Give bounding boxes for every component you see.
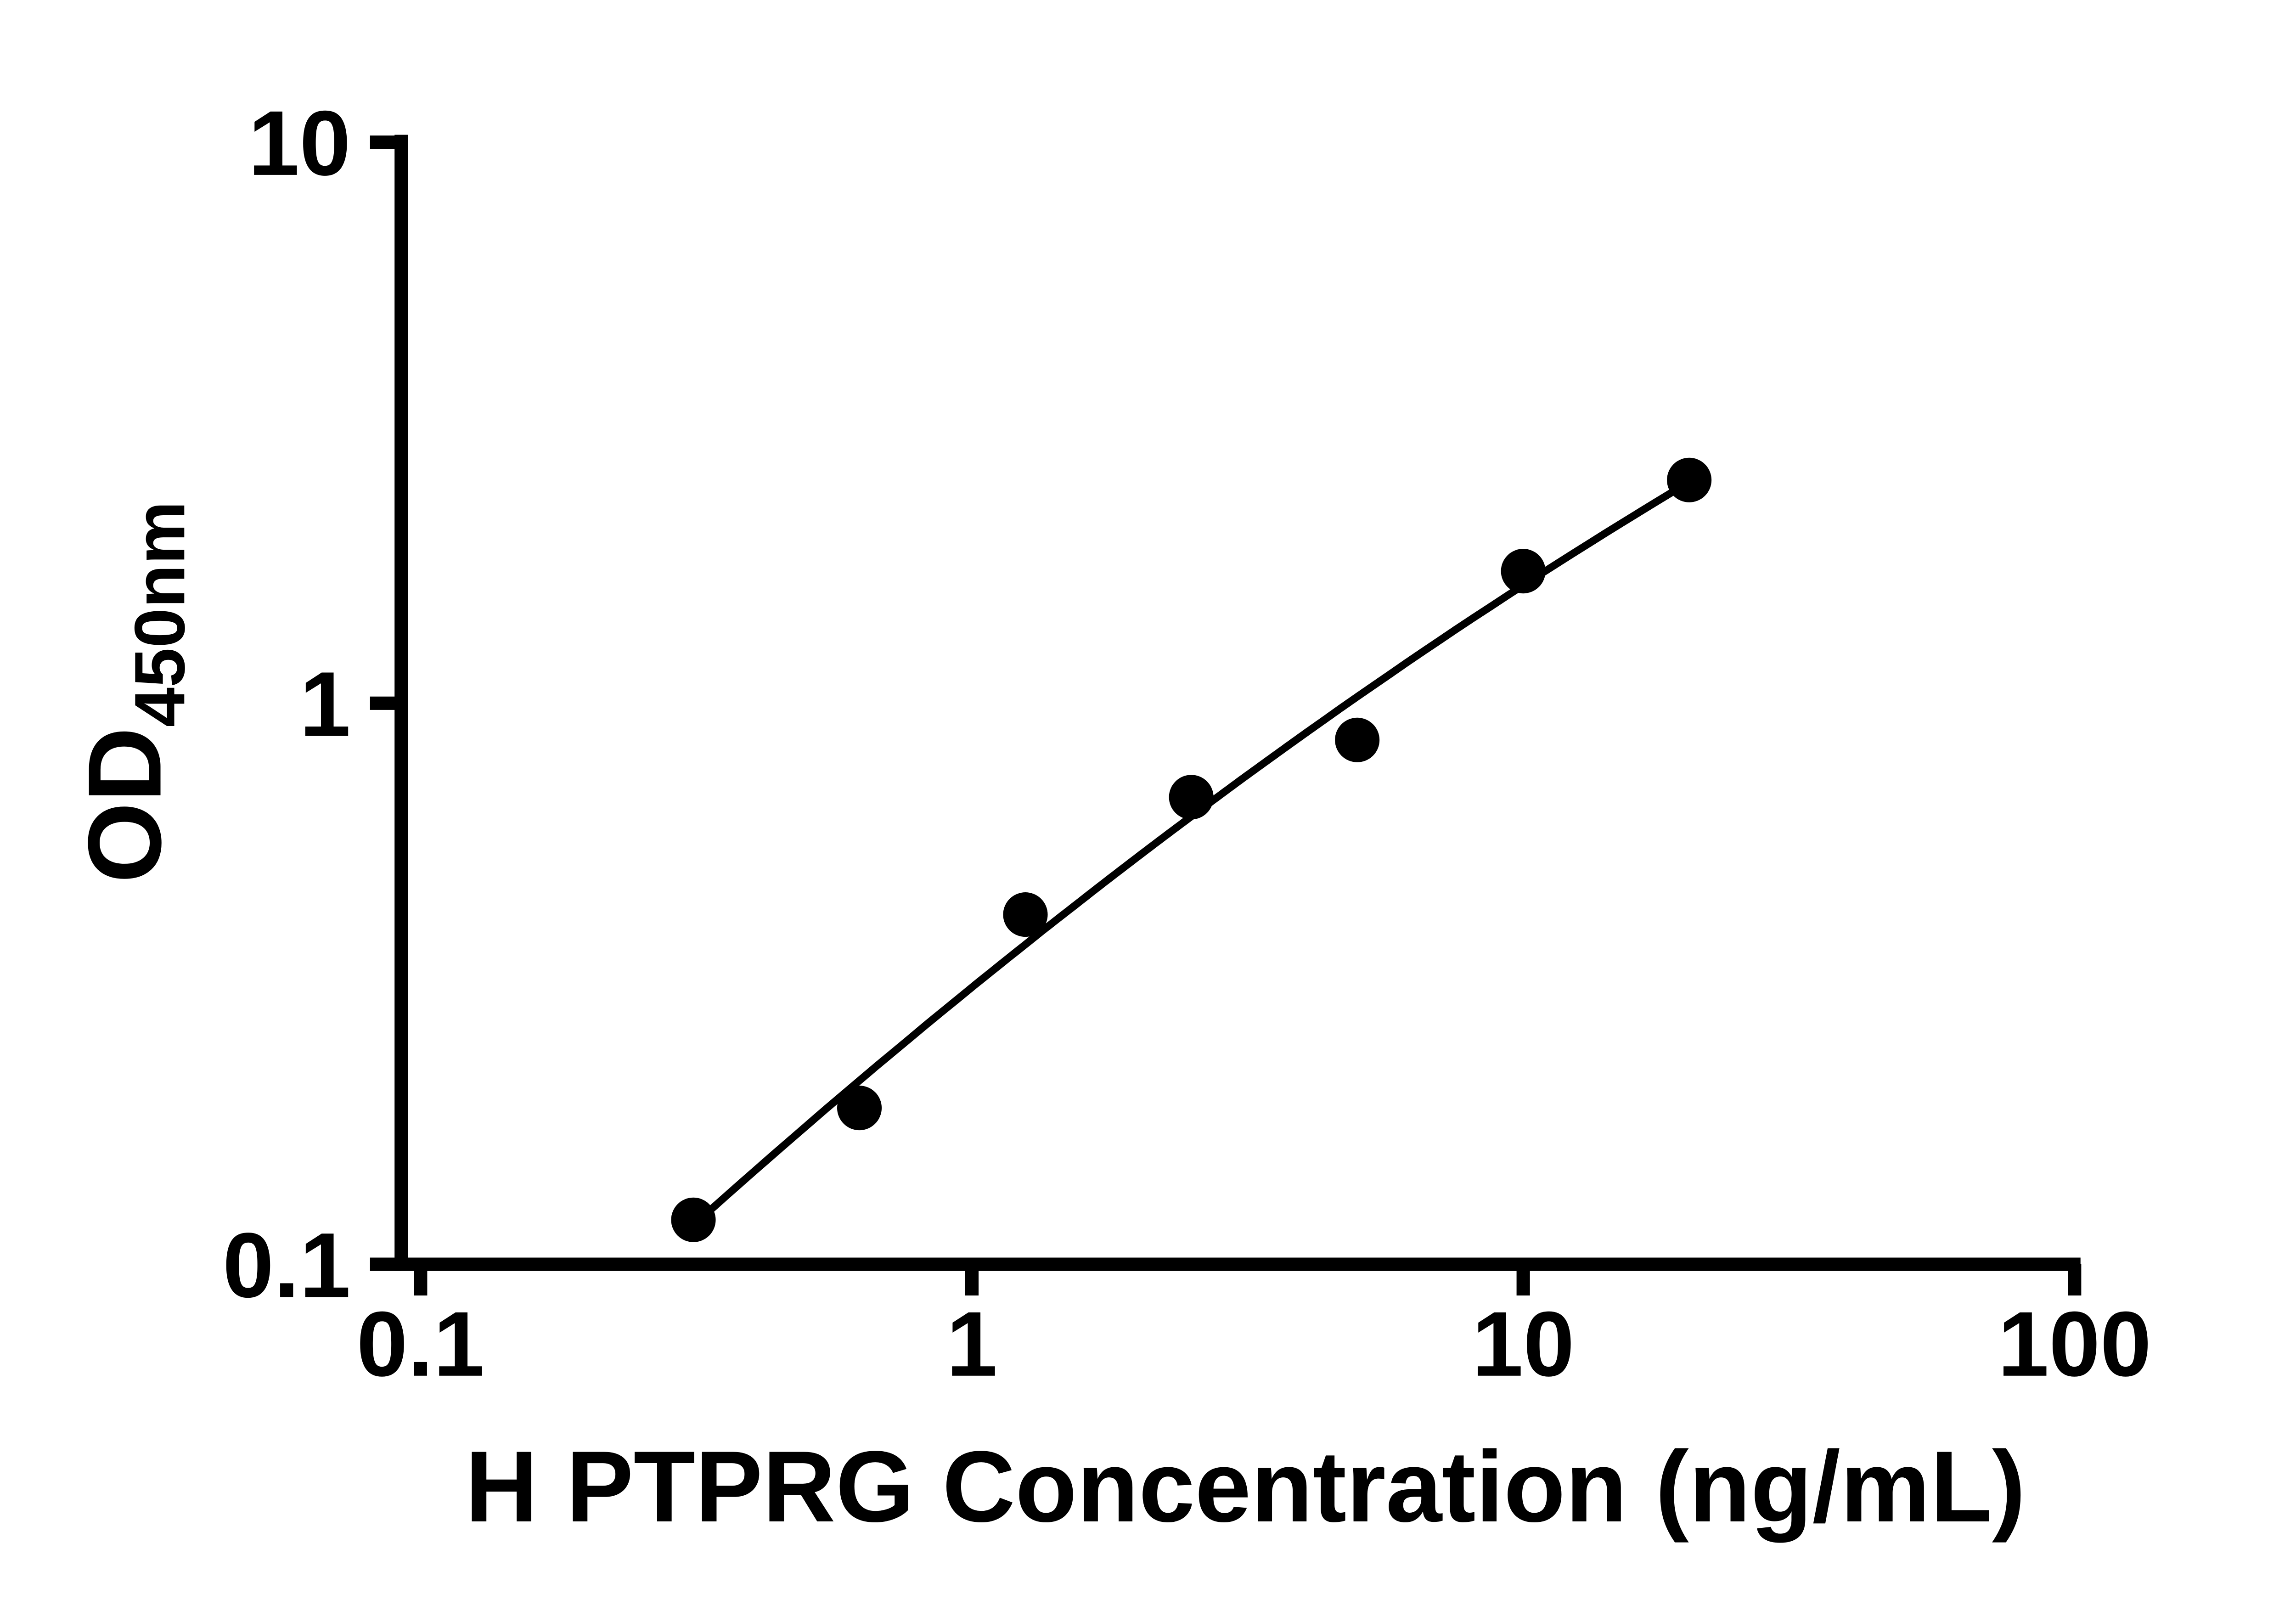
axis-lines: [394, 135, 2081, 1271]
y-axis-title-subscript: 450nm: [119, 501, 199, 727]
axes: [394, 135, 2081, 1271]
data-point: [1667, 457, 1712, 502]
y-axis-title-main: OD: [67, 727, 183, 883]
data-point: [837, 1086, 882, 1131]
data-point: [1501, 549, 1546, 594]
x-tick-label: 10: [1472, 1292, 1575, 1396]
tick-marks: [370, 135, 2082, 1296]
x-tick-label: 1: [946, 1292, 998, 1396]
data-point: [671, 1197, 716, 1242]
y-tick-label: 10: [248, 91, 351, 195]
y-tick-label: 1: [299, 653, 351, 756]
data-point: [1003, 892, 1048, 937]
y-axis-title: OD450nm: [67, 501, 200, 883]
y-tick-label: 0.1: [223, 1213, 351, 1317]
x-axis-title: H PTPRG Concentration (ng/mL): [465, 1430, 2026, 1543]
data-points: [671, 457, 1712, 1242]
data-point: [1335, 717, 1380, 762]
data-point: [1169, 775, 1214, 820]
tick-labels: 0.1 1 10 100 0.1 1 10: [223, 91, 2151, 1396]
x-tick-label: 100: [1998, 1292, 2151, 1396]
x-tick-label: 0.1: [356, 1292, 484, 1396]
